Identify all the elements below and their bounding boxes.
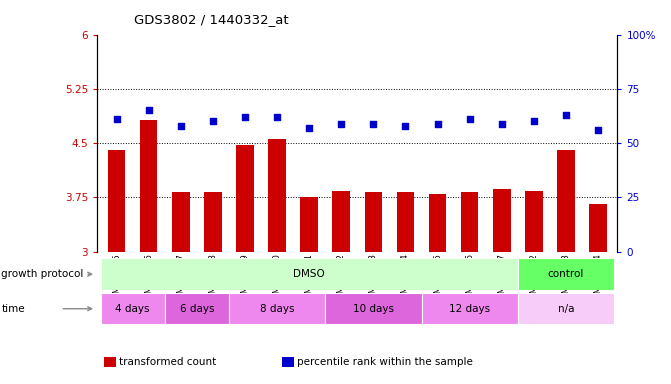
Bar [332, 191, 350, 252]
Point [529, 118, 539, 124]
Bar [268, 139, 286, 252]
Bar [518, 293, 614, 324]
Bar [518, 258, 614, 290]
Bar [525, 191, 543, 252]
Text: 8 days: 8 days [260, 304, 295, 314]
Bar [164, 293, 229, 324]
Bar [140, 120, 158, 252]
Bar [364, 192, 382, 252]
Text: 4 days: 4 days [115, 304, 150, 314]
Point [304, 125, 315, 131]
Text: GDS3802 / 1440332_at: GDS3802 / 1440332_at [134, 13, 289, 26]
Bar [229, 293, 325, 324]
Bar [325, 293, 421, 324]
Point [464, 116, 475, 122]
Bar [101, 258, 518, 290]
Bar [421, 293, 518, 324]
Text: 12 days: 12 days [449, 304, 491, 314]
Point [175, 122, 186, 129]
Point [144, 108, 154, 114]
Bar [101, 293, 164, 324]
Bar [236, 145, 254, 252]
Text: time: time [1, 304, 25, 314]
Point [368, 121, 378, 127]
Point [400, 122, 411, 129]
Text: percentile rank within the sample: percentile rank within the sample [297, 357, 473, 367]
Point [111, 116, 122, 122]
Text: 6 days: 6 days [180, 304, 214, 314]
Point [592, 127, 603, 133]
Point [336, 121, 347, 127]
Bar [108, 150, 125, 252]
Text: growth protocol: growth protocol [1, 269, 84, 279]
Point [272, 114, 282, 120]
Text: control: control [548, 269, 584, 279]
Bar [589, 204, 607, 252]
Text: n/a: n/a [558, 304, 574, 314]
Bar [557, 149, 575, 252]
Text: 10 days: 10 days [353, 304, 394, 314]
Text: transformed count: transformed count [119, 357, 217, 367]
Bar [461, 192, 478, 252]
Point [240, 114, 250, 120]
Bar [301, 197, 318, 252]
Point [207, 118, 218, 124]
Point [560, 112, 571, 118]
Point [497, 121, 507, 127]
Bar [172, 192, 190, 252]
Bar [493, 189, 511, 252]
Bar [429, 194, 446, 252]
Bar [397, 192, 414, 252]
Text: DMSO: DMSO [293, 269, 325, 279]
Point [432, 121, 443, 127]
Bar [204, 192, 221, 252]
